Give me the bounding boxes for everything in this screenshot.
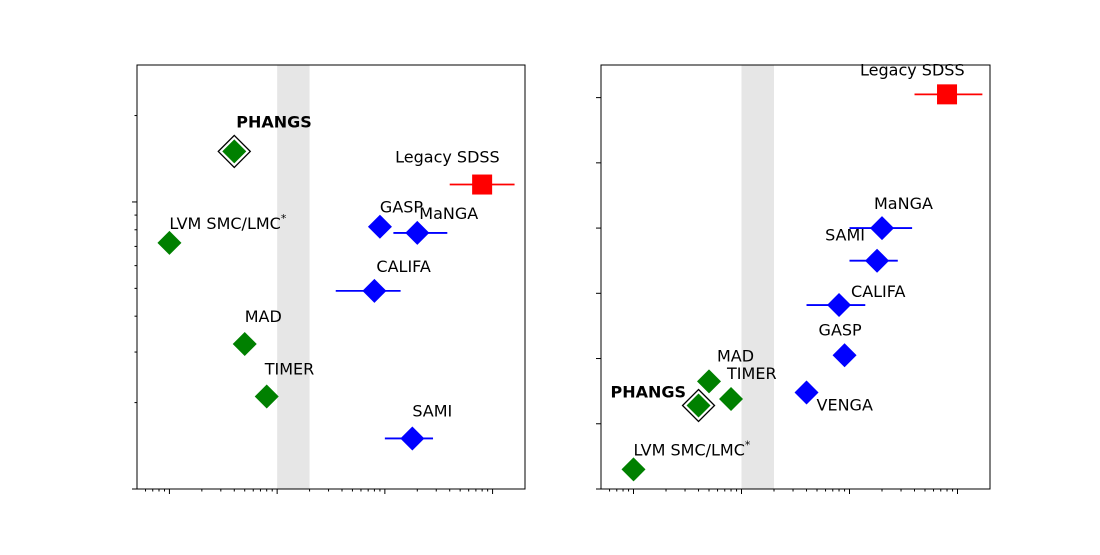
point-label-mad: MAD [245, 307, 282, 326]
data-point-phangs [686, 393, 711, 418]
point-label-gasp: GASP [819, 320, 863, 339]
data-point-timer [254, 384, 279, 409]
data-point-manga [870, 216, 895, 241]
data-point-sami [400, 426, 425, 451]
data-point-sami [865, 248, 890, 273]
plot-frame [600, 64, 991, 490]
intercloud-distance-band [277, 65, 310, 489]
data-point-gasp [832, 343, 857, 368]
data-point-phangs [222, 139, 247, 164]
point-label-timer: TIMER [264, 360, 315, 379]
point-label-timer: TIMER [726, 364, 777, 383]
point-label-sami: SAMI [412, 401, 452, 420]
data-point-mad [232, 331, 257, 356]
intercloud-distance-band [741, 65, 775, 489]
point-label-legacy-sdss: Legacy SDSS [860, 60, 965, 79]
point-label-phangs: PHANGS [236, 112, 312, 131]
point-label-venga: VENGA [817, 395, 873, 414]
point-label-sami: SAMI [825, 226, 865, 245]
data-point-legacy-sdss [472, 174, 493, 195]
right-panel-number-of-galaxies: Legacy SDSS MaNGA SAMI CALIFA GASP VENGA MADTI… [596, 60, 991, 494]
point-label-legacy-sdss: Legacy SDSS [395, 148, 500, 167]
highlight-outline-phangs [217, 134, 252, 169]
data-point-legacy-sdss [937, 84, 958, 105]
point-label-text: LVM SMC/LMC [634, 440, 745, 459]
point-label-text: LVM SMC/LMC [169, 214, 280, 233]
data-point-venga [794, 380, 819, 405]
point-label-gasp: GASP [380, 198, 424, 217]
data-point-timer [719, 386, 744, 411]
data-point-califa [827, 293, 852, 318]
point-label-lvm-smc-lmc: LVM SMC/LMC* [634, 438, 751, 459]
point-label-manga: MaNGA [874, 194, 933, 213]
point-label-mad: MAD [717, 346, 754, 365]
highlight-outline-phangs [681, 388, 716, 423]
data-point-mad [696, 369, 721, 394]
data-point-califa [362, 278, 387, 303]
data-point-lvm-smc-lmc [157, 230, 182, 255]
point-label-asterisk: * [281, 212, 287, 225]
data-point-gasp [367, 214, 392, 239]
point-label-phangs: PHANGS [611, 383, 687, 402]
point-label-califa: CALIFA [851, 282, 905, 301]
point-label-lvm-smc-lmc: LVM SMC/LMC* [169, 212, 286, 233]
point-label-califa: CALIFA [376, 257, 430, 276]
point-label-manga: MaNGA [419, 204, 478, 223]
data-point-lvm-smc-lmc [621, 457, 646, 482]
plot-frame [136, 64, 526, 490]
point-label-asterisk: * [745, 438, 751, 451]
data-point-manga [405, 220, 430, 245]
